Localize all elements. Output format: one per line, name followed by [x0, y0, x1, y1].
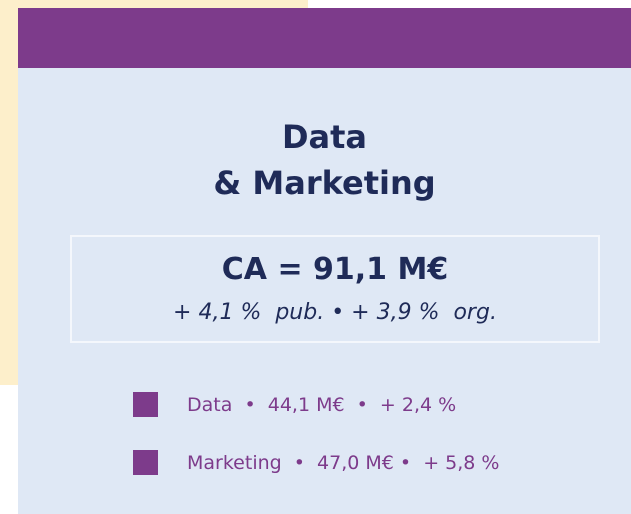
kpi-box — [70, 235, 600, 343]
item-text: Marketing • 47,0 M€ • + 5,8 % — [187, 452, 500, 474]
card — [18, 8, 631, 514]
kpi-sub: + 4,1 % pub. • + 3,9 % org. — [173, 300, 497, 325]
title-line: & Marketing — [213, 164, 436, 202]
kpi-main: CA = 91,1 M€ — [221, 252, 449, 287]
legend-square — [133, 450, 158, 475]
item-text: Data • 44,1 M€ • + 2,4 % — [187, 394, 457, 416]
header-band — [18, 8, 631, 68]
legend-square — [133, 392, 158, 417]
title-line: Data — [281, 118, 368, 156]
